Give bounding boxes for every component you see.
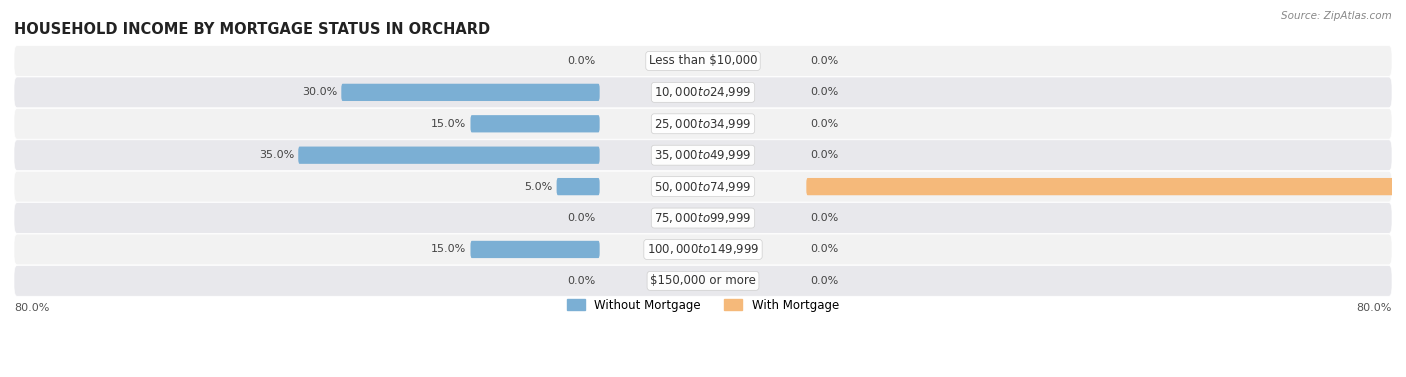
Text: 15.0%: 15.0%: [430, 119, 467, 129]
Text: 0.0%: 0.0%: [811, 244, 839, 254]
Text: 0.0%: 0.0%: [811, 119, 839, 129]
Text: $25,000 to $34,999: $25,000 to $34,999: [654, 117, 752, 131]
Text: Less than $10,000: Less than $10,000: [648, 54, 758, 67]
FancyBboxPatch shape: [14, 46, 1392, 77]
FancyBboxPatch shape: [14, 234, 1392, 265]
Text: 0.0%: 0.0%: [567, 56, 595, 66]
FancyBboxPatch shape: [471, 115, 599, 132]
Text: 0.0%: 0.0%: [811, 276, 839, 286]
FancyBboxPatch shape: [471, 241, 599, 258]
Text: HOUSEHOLD INCOME BY MORTGAGE STATUS IN ORCHARD: HOUSEHOLD INCOME BY MORTGAGE STATUS IN O…: [14, 22, 491, 37]
FancyBboxPatch shape: [14, 109, 1392, 139]
FancyBboxPatch shape: [14, 77, 1392, 108]
Text: 0.0%: 0.0%: [567, 276, 595, 286]
Text: $150,000 or more: $150,000 or more: [650, 274, 756, 287]
Text: $35,000 to $49,999: $35,000 to $49,999: [654, 148, 752, 162]
Text: $10,000 to $24,999: $10,000 to $24,999: [654, 85, 752, 100]
FancyBboxPatch shape: [298, 147, 599, 164]
Text: 0.0%: 0.0%: [567, 213, 595, 223]
Text: 5.0%: 5.0%: [524, 182, 553, 192]
Legend: Without Mortgage, With Mortgage: Without Mortgage, With Mortgage: [562, 294, 844, 316]
Text: 0.0%: 0.0%: [811, 56, 839, 66]
FancyBboxPatch shape: [342, 84, 599, 101]
Text: Source: ZipAtlas.com: Source: ZipAtlas.com: [1281, 11, 1392, 21]
Text: $75,000 to $99,999: $75,000 to $99,999: [654, 211, 752, 225]
Text: $50,000 to $74,999: $50,000 to $74,999: [654, 179, 752, 194]
FancyBboxPatch shape: [557, 178, 599, 195]
Text: 0.0%: 0.0%: [811, 150, 839, 160]
Text: 0.0%: 0.0%: [811, 213, 839, 223]
Text: $100,000 to $149,999: $100,000 to $149,999: [647, 242, 759, 256]
Text: 30.0%: 30.0%: [302, 87, 337, 97]
FancyBboxPatch shape: [14, 203, 1392, 233]
Text: 35.0%: 35.0%: [259, 150, 294, 160]
FancyBboxPatch shape: [14, 171, 1392, 202]
Text: 0.0%: 0.0%: [811, 87, 839, 97]
Text: 80.0%: 80.0%: [1357, 303, 1392, 314]
FancyBboxPatch shape: [14, 140, 1392, 171]
Text: 15.0%: 15.0%: [430, 244, 467, 254]
FancyBboxPatch shape: [807, 178, 1406, 195]
FancyBboxPatch shape: [14, 265, 1392, 296]
Text: 80.0%: 80.0%: [14, 303, 49, 314]
